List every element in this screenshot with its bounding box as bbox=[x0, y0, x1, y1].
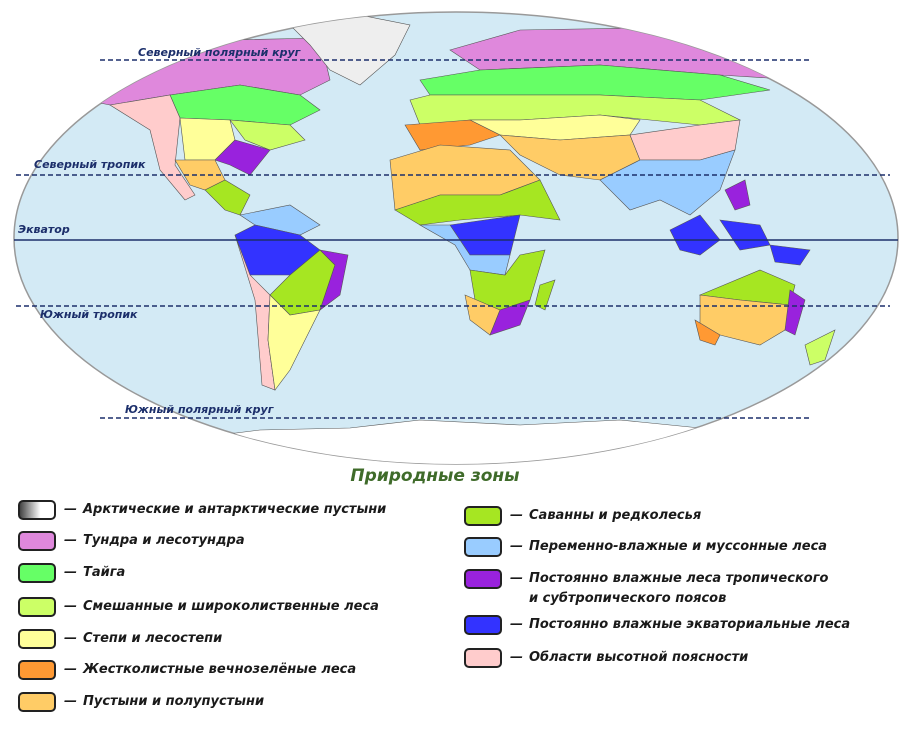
arctic-circle-label: Северный полярный круг bbox=[138, 46, 302, 59]
legend-label: Арктические и антарктические пустыни bbox=[83, 500, 386, 520]
legend-label: Жестколистные вечнозелёные леса bbox=[83, 660, 356, 680]
legend-dash: — bbox=[64, 599, 77, 614]
legend-item-equatorial: — Постоянно влажные экваториальные леса bbox=[464, 615, 850, 635]
legend-swatch bbox=[18, 500, 56, 520]
world-map: Северный полярный круг Северный тропик Э… bbox=[13, 11, 899, 465]
zone-hardleaf bbox=[694, 319, 721, 346]
legend-swatch bbox=[18, 563, 56, 583]
legend-swatch bbox=[18, 660, 56, 680]
legend-item-taiga: — Тайга bbox=[18, 563, 125, 583]
legend-swatch bbox=[18, 597, 56, 617]
legend-item-highland: — Области высотной поясности bbox=[464, 648, 748, 668]
tropic-cancer-label: Северный тропик bbox=[34, 158, 146, 171]
south-america bbox=[234, 204, 349, 391]
zone-steppe bbox=[267, 294, 321, 391]
zone-monsoon bbox=[599, 149, 736, 216]
legend-label-line1: Тундра и лесотундра bbox=[83, 533, 245, 548]
legend-swatch bbox=[18, 629, 56, 649]
legend-dash: — bbox=[510, 617, 523, 632]
legend-label-line1: Постоянно влажные леса тропического bbox=[529, 571, 829, 586]
legend-item-tundra: — Тундра и лесотундра bbox=[18, 531, 245, 551]
zone-subtropical bbox=[214, 139, 271, 176]
tropic-capricorn-label: Южный тропик bbox=[40, 308, 138, 321]
zone-monsoon bbox=[239, 204, 321, 236]
legend-label: Тундра и лесотундра bbox=[83, 531, 245, 551]
legend-dash: — bbox=[64, 694, 77, 709]
zone-equatorial bbox=[769, 244, 811, 266]
legend-title: Природные зоны bbox=[350, 466, 520, 486]
legend-dash: — bbox=[64, 533, 77, 548]
legend-swatch bbox=[464, 615, 502, 635]
legend-item-hardleaf: — Жестколистные вечнозелёные леса bbox=[18, 660, 356, 680]
zone-monsoon bbox=[418, 224, 511, 276]
zone-subtropical bbox=[489, 299, 531, 336]
zone-mixed bbox=[229, 119, 306, 151]
zone-subtropical bbox=[784, 289, 806, 336]
legend-item-steppe: — Степи и лесостепи bbox=[18, 629, 222, 649]
legend-swatch bbox=[464, 506, 502, 526]
legend-swatch bbox=[18, 531, 56, 551]
north-america bbox=[59, 37, 331, 216]
zone-savanna bbox=[394, 179, 561, 226]
zone-savanna bbox=[204, 179, 251, 216]
zone-hardleaf bbox=[404, 119, 501, 151]
zone-highland bbox=[109, 94, 196, 201]
legend-dash: — bbox=[64, 565, 77, 580]
legend-label-line2: и субтропического поясов bbox=[529, 591, 727, 606]
legend-label-line1: Жестколистные вечнозелёные леса bbox=[83, 662, 357, 677]
legend-label: Саванны и редколесья bbox=[529, 506, 701, 526]
legend-label: Постоянно влажные экваториальные леса bbox=[529, 615, 850, 635]
legend-swatch bbox=[464, 648, 502, 668]
legend-dash: — bbox=[510, 571, 523, 586]
legend-item-savanna: — Саванны и редколесья bbox=[464, 506, 701, 526]
zone-savanna bbox=[534, 279, 556, 311]
legend-label: Степи и лесостепи bbox=[83, 629, 222, 649]
legend-label-line1: Степи и лесостепи bbox=[83, 631, 223, 646]
africa bbox=[389, 144, 561, 336]
indonesia-islands bbox=[669, 179, 811, 266]
legend-label: Пустыни и полупустыни bbox=[83, 692, 264, 712]
equator-label: Экватор bbox=[18, 223, 70, 236]
legend-label-line1: Арктические и антарктические пустыни bbox=[83, 502, 387, 517]
legend-label-line1: Переменно-влажные и муссонные леса bbox=[529, 539, 828, 554]
legend-label: Области высотной поясности bbox=[529, 648, 748, 668]
legend-dash: — bbox=[510, 539, 523, 554]
legend-label-line1: Постоянно влажные экваториальные леса bbox=[529, 617, 851, 632]
antarctic-circle-label: Южный полярный круг bbox=[125, 403, 275, 416]
zone-subtropical bbox=[319, 249, 349, 311]
legend-label-line1: Области высотной поясности bbox=[529, 650, 749, 665]
legend-item-subtropical: — Постоянно влажные леса тропического и су… bbox=[464, 569, 828, 609]
legend-item-monsoon: — Переменно-влажные и муссонные леса bbox=[464, 537, 827, 557]
legend-dash: — bbox=[64, 662, 77, 677]
legend-label-line1: Тайга bbox=[83, 565, 126, 580]
zone-subtropical bbox=[724, 179, 751, 211]
legend-item-mixed: — Смешанные и широколиственные леса bbox=[18, 597, 379, 617]
legend-label: Постоянно влажные леса тропического и суб… bbox=[529, 569, 828, 609]
legend-swatch bbox=[18, 692, 56, 712]
legend-label-line1: Пустыни и полупустыни bbox=[83, 694, 265, 709]
legend-item-desert: — Пустыни и полупустыни bbox=[18, 692, 264, 712]
legend-swatch bbox=[464, 537, 502, 557]
legend-label: Тайга bbox=[83, 563, 125, 583]
zone-equatorial bbox=[669, 214, 721, 256]
legend-dash: — bbox=[64, 502, 77, 517]
legend-label-line1: Смешанные и широколиственные леса bbox=[83, 599, 379, 614]
legend-label: Переменно-влажные и муссонные леса bbox=[529, 537, 827, 557]
legend-dash: — bbox=[64, 631, 77, 646]
greenland bbox=[289, 14, 411, 86]
legend-dash: — bbox=[510, 508, 523, 523]
zone-mixed bbox=[804, 329, 836, 366]
legend-dash: — bbox=[510, 650, 523, 665]
legend-label-line1: Саванны и редколесья bbox=[529, 508, 702, 523]
legend-label: Смешанные и широколиственные леса bbox=[83, 597, 379, 617]
australia bbox=[694, 269, 836, 366]
legend-item-arctic: — Арктические и антарктические пустыни bbox=[18, 500, 386, 520]
legend-swatch bbox=[464, 569, 502, 589]
